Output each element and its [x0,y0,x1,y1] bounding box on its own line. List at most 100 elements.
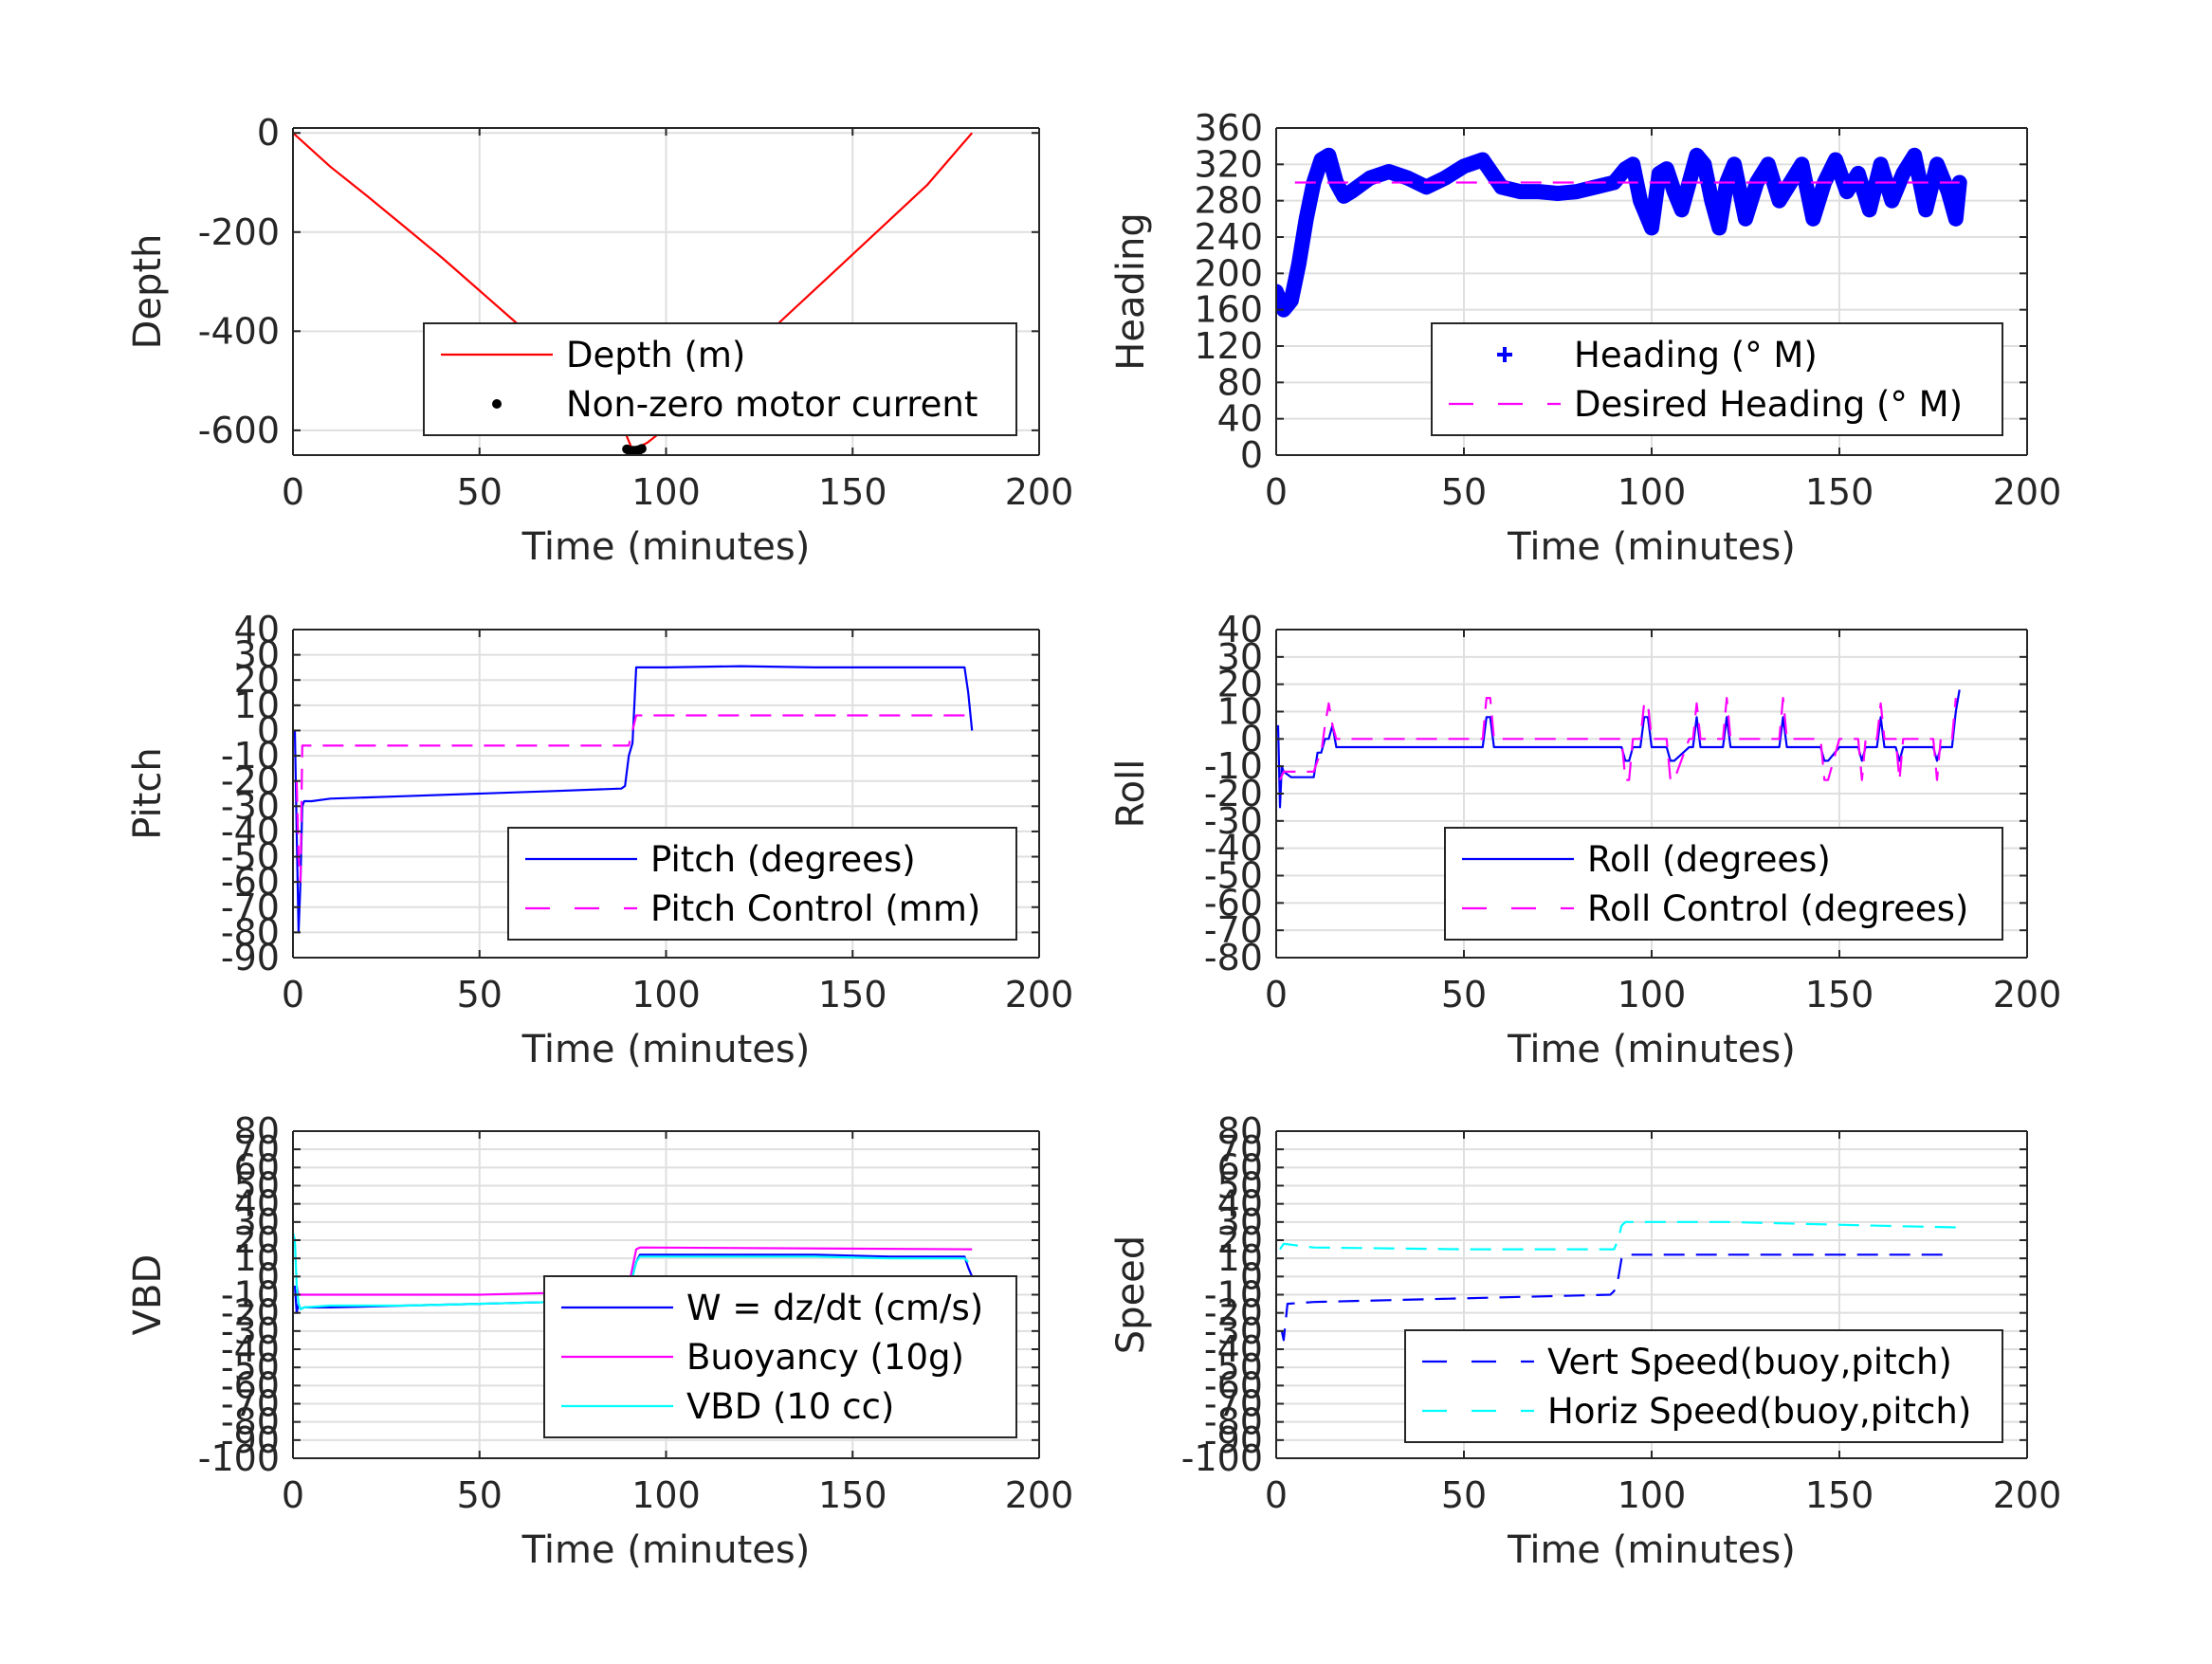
data-point [636,444,647,454]
y-tick-label: -70 [221,1383,280,1425]
data-point [1839,185,1854,199]
y-tick-label: -600 [198,410,280,451]
legend-label: Pitch Control (mm) [650,888,980,929]
x-tick-label: 100 [1618,471,1687,513]
series-group [1279,1220,1960,1342]
y-tick-label: 40 [1217,398,1263,440]
y-tick-label: 10 [1217,1237,1263,1279]
x-tick-label: 200 [1005,1474,1074,1516]
data-point [1829,153,1843,167]
series-group [1276,689,1961,809]
legend-label: Heading (° M) [1574,335,1818,375]
x-axis-label: Time (minutes) [521,525,811,569]
x-tick-label: 50 [1441,974,1487,1015]
x-tick-label: 100 [631,1474,701,1516]
y-tick-label: -20 [221,1292,280,1334]
data-point [1299,211,1313,226]
legend-box [1444,827,2003,941]
y-tick-label: 80 [234,1110,280,1152]
y-tick-label: 10 [234,1237,280,1279]
legend-label: Pitch (degrees) [650,839,916,880]
data-point [1697,157,1711,172]
y-tick-label: 40 [1217,609,1263,650]
series-group [293,132,974,455]
y-axis-label: Heading [1109,212,1153,370]
data-point [1862,203,1876,217]
x-tick-label: 150 [818,1474,887,1516]
x-tick-label: 0 [282,1474,304,1516]
legend-label: Roll (degrees) [1587,839,1831,880]
y-tick-label: 20 [1217,1219,1263,1261]
y-axis-label: Speed [1109,1235,1153,1354]
y-tick-label: -50 [1204,855,1263,897]
y-tick-label: 10 [1217,691,1263,733]
series-line-1 [1279,1220,1960,1251]
y-tick-label: 30 [234,1201,280,1243]
y-tick-label: -40 [221,1328,280,1370]
data-point [1885,193,1899,208]
legend-label: Depth (m) [566,335,745,375]
chart-vbd: 0 50 100 150 200-100-90-80-70-60-50-40-30-20… [126,1110,1073,1572]
legend-label: Buoyancy (10g) [686,1337,964,1378]
x-tick-label: 200 [1993,1474,2062,1516]
y-tick-label: -90 [221,937,280,978]
data-point [1457,159,1471,174]
data-point [1381,165,1396,178]
x-tick-label: 150 [1805,1474,1874,1516]
data-point [1948,211,1963,226]
y-tick-label: -90 [1204,1419,1263,1461]
legend-label: W = dz/dt (cm/s) [686,1288,983,1328]
y-tick-label: 30 [234,634,280,676]
y-tick-label: 10 [234,685,280,726]
y-axis-label: Depth [126,234,170,350]
data-point [1728,157,1742,172]
data-point [1626,157,1640,172]
y-tick-label: 60 [1217,1146,1263,1188]
data-point [1896,166,1910,180]
series-line-1 [1278,696,1957,781]
data-point [1908,148,1922,162]
y-tick-label: 30 [1217,1201,1263,1243]
x-tick-label: 0 [1265,471,1288,513]
legend-label: Roll Control (degrees) [1587,888,1968,929]
chart-heading: 0 50 100 150 20004080120160200240280320360Ti… [1109,107,2061,569]
data-point [1532,185,1546,199]
x-axis-label: Time (minutes) [1507,1028,1796,1071]
data-point [1337,189,1351,203]
y-tick-label: 0 [257,112,280,154]
y-tick-label: -100 [198,1437,280,1479]
y-tick-label: -80 [221,911,280,953]
y-tick-label: 320 [1194,143,1263,185]
legend-label: Non-zero motor current [566,384,978,425]
legend: W = dz/dt (cm/s) Buoyancy (10g) VBD (10 cc… [543,1275,1017,1438]
chart-pitch: 0 50 100 150 200-90-80-70-60-50-40-30-20-100… [126,609,1073,1071]
legend: Heading (° M) Desired Heading (° M) [1431,322,2003,436]
y-tick-label: -10 [221,1274,280,1316]
y-tick-label: -100 [1181,1437,1263,1479]
x-tick-label: 50 [457,974,503,1015]
x-axis-label: Time (minutes) [521,1028,811,1071]
x-tick-label: 50 [457,1474,503,1516]
legend: Vert Speed(buoy,pitch) Horiz Speed(buoy,p… [1404,1329,2003,1443]
y-tick-label: 40 [1217,1183,1263,1225]
data-point [1674,203,1689,217]
y-tick-label: 160 [1194,289,1263,331]
y-tick-label: 50 [1217,1165,1263,1207]
data-point [1314,153,1328,167]
data-point [1291,257,1306,271]
y-tick-label: -50 [221,1346,280,1388]
y-tick-label: 280 [1194,180,1263,222]
legend: Pitch (degrees) Pitch Control (mm) [507,827,1017,941]
x-tick-label: 200 [1005,471,1074,513]
y-tick-label: 0 [1240,1255,1263,1297]
chart-depth: 0 50 100 150 200 0 -200 -400 -600 Time (minutes) D… [126,112,1073,569]
y-tick-label: 80 [1217,1110,1263,1152]
data-point [1806,211,1820,226]
y-tick-label: 60 [234,1146,280,1188]
y-axis-label: VBD [126,1254,170,1336]
y-tick-label: -10 [221,735,280,777]
data-point [1438,171,1453,185]
y-tick-label: 20 [1217,664,1263,705]
